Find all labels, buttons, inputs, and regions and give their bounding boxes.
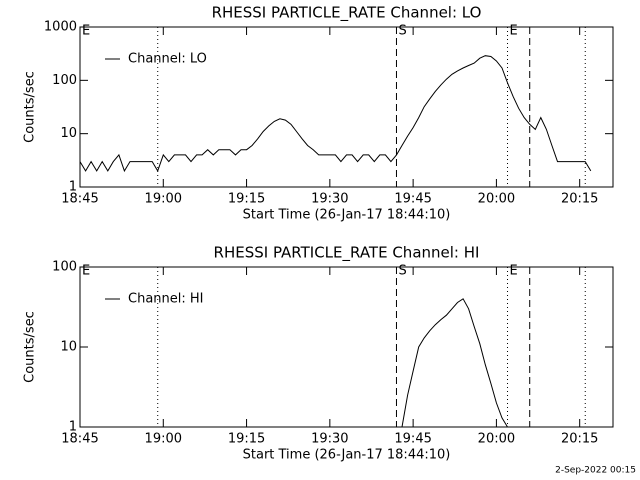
x-tick-label: 19:45 xyxy=(394,192,431,207)
y-tick-label: 1 xyxy=(69,420,77,435)
y-tick-label: 10 xyxy=(60,340,77,355)
event-label: S xyxy=(398,24,406,39)
y-tick-label: 100 xyxy=(52,73,77,88)
data-line xyxy=(79,55,592,173)
x-tick-label: 19:00 xyxy=(145,432,182,447)
x-axis-label: Start Time (26-Jan-17 18:44:10) xyxy=(243,448,451,463)
event-label: E xyxy=(82,264,90,279)
data-line xyxy=(401,298,508,428)
x-tick-label: 18:45 xyxy=(61,432,98,447)
legend-label: Channel: HI xyxy=(128,292,204,307)
x-tick-label: 19:30 xyxy=(311,192,348,207)
x-tick-label: 19:15 xyxy=(228,432,265,447)
x-tick-label: 20:00 xyxy=(478,192,515,207)
x-tick-label: 19:00 xyxy=(145,192,182,207)
y-tick-label: 1 xyxy=(69,180,77,195)
x-axis-label: Start Time (26-Jan-17 18:44:10) xyxy=(243,208,451,223)
x-tick-label: 18:45 xyxy=(61,192,98,207)
event-label: E xyxy=(510,24,518,39)
x-tick-label: 19:45 xyxy=(394,432,431,447)
y-axis-label: Counts/sec xyxy=(23,311,38,383)
chart-title: RHESSI PARTICLE_RATE Channel: LO xyxy=(212,4,482,23)
x-tick-label: 20:00 xyxy=(478,432,515,447)
event-label: S xyxy=(398,264,406,279)
y-tick-label: 100 xyxy=(52,260,77,275)
x-tick-label: 19:15 xyxy=(228,192,265,207)
event-label: E xyxy=(510,264,518,279)
y-tick-label: 10 xyxy=(60,126,77,141)
x-tick-label: 20:15 xyxy=(561,192,598,207)
y-tick-label: 1000 xyxy=(44,20,77,35)
event-label: E xyxy=(82,24,90,39)
y-axis-label: Counts/sec xyxy=(23,71,38,143)
x-tick-label: 19:30 xyxy=(311,432,348,447)
chart-title: RHESSI PARTICLE_RATE Channel: HI xyxy=(214,244,480,263)
footer: 2-Sep-2022 00:15 xyxy=(555,466,636,476)
plot-frame xyxy=(79,26,614,188)
x-tick-label: 20:15 xyxy=(561,432,598,447)
legend-label: Channel: LO xyxy=(128,52,207,67)
